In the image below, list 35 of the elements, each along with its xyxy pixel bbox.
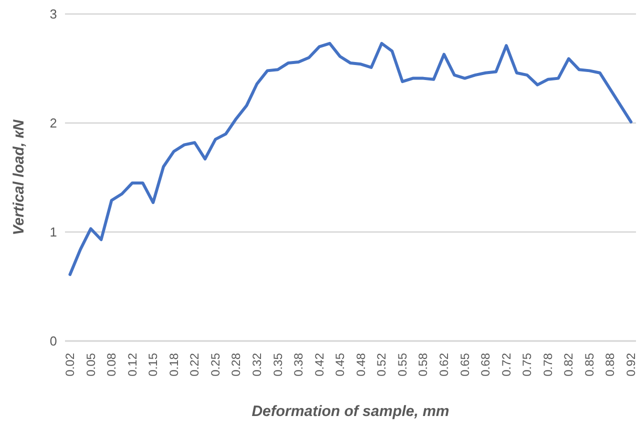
x-tick-label: 0.68 <box>478 352 493 376</box>
x-tick-label: 0.92 <box>624 352 638 376</box>
x-axis-title: Deformation of sample, mm <box>252 403 450 420</box>
y-tick-label: 0 <box>50 334 57 349</box>
x-tick-label: 0.62 <box>437 352 451 376</box>
x-tick-label: 0.35 <box>270 352 285 376</box>
x-tick-label: 0.82 <box>562 352 576 376</box>
y-tick-label: 1 <box>50 224 57 240</box>
x-tick-label: 0.08 <box>104 352 119 376</box>
x-tick-label: 0.38 <box>292 352 306 376</box>
x-tick-label: 0.42 <box>312 352 326 376</box>
x-tick-label: 0.88 <box>603 352 618 376</box>
line-series <box>68 42 632 276</box>
x-tick-label: 0.52 <box>374 352 389 376</box>
x-tick-label: 0.75 <box>520 352 534 376</box>
x-tick-label: 0.72 <box>499 352 514 376</box>
x-tick-label: 0.15 <box>146 352 160 376</box>
x-tick-label: 0.05 <box>84 352 98 376</box>
x-tick-label: 0.55 <box>395 352 410 376</box>
x-tick-label: 0.18 <box>166 352 181 376</box>
x-tick-label: 0.02 <box>63 352 77 376</box>
x-tick-label: 0.12 <box>125 352 140 376</box>
x-tick-label: 0.85 <box>582 352 596 376</box>
x-tick-label: 0.58 <box>416 352 430 376</box>
y-tick-label: 2 <box>50 116 57 131</box>
x-tick-label: 0.78 <box>540 352 555 376</box>
x-tick-label: 0.45 <box>333 352 348 376</box>
x-tick-label: 0.65 <box>458 352 472 376</box>
x-tick-label: 0.25 <box>208 352 222 376</box>
x-tick-label: 0.48 <box>354 352 368 376</box>
x-tick-label: 0.32 <box>250 352 264 376</box>
y-tick-label: 3 <box>50 6 57 22</box>
x-tick-label: 0.28 <box>229 352 244 376</box>
x-tick-label: 0.22 <box>188 352 202 376</box>
y-axis-title: Vertical load, кN <box>10 118 28 236</box>
